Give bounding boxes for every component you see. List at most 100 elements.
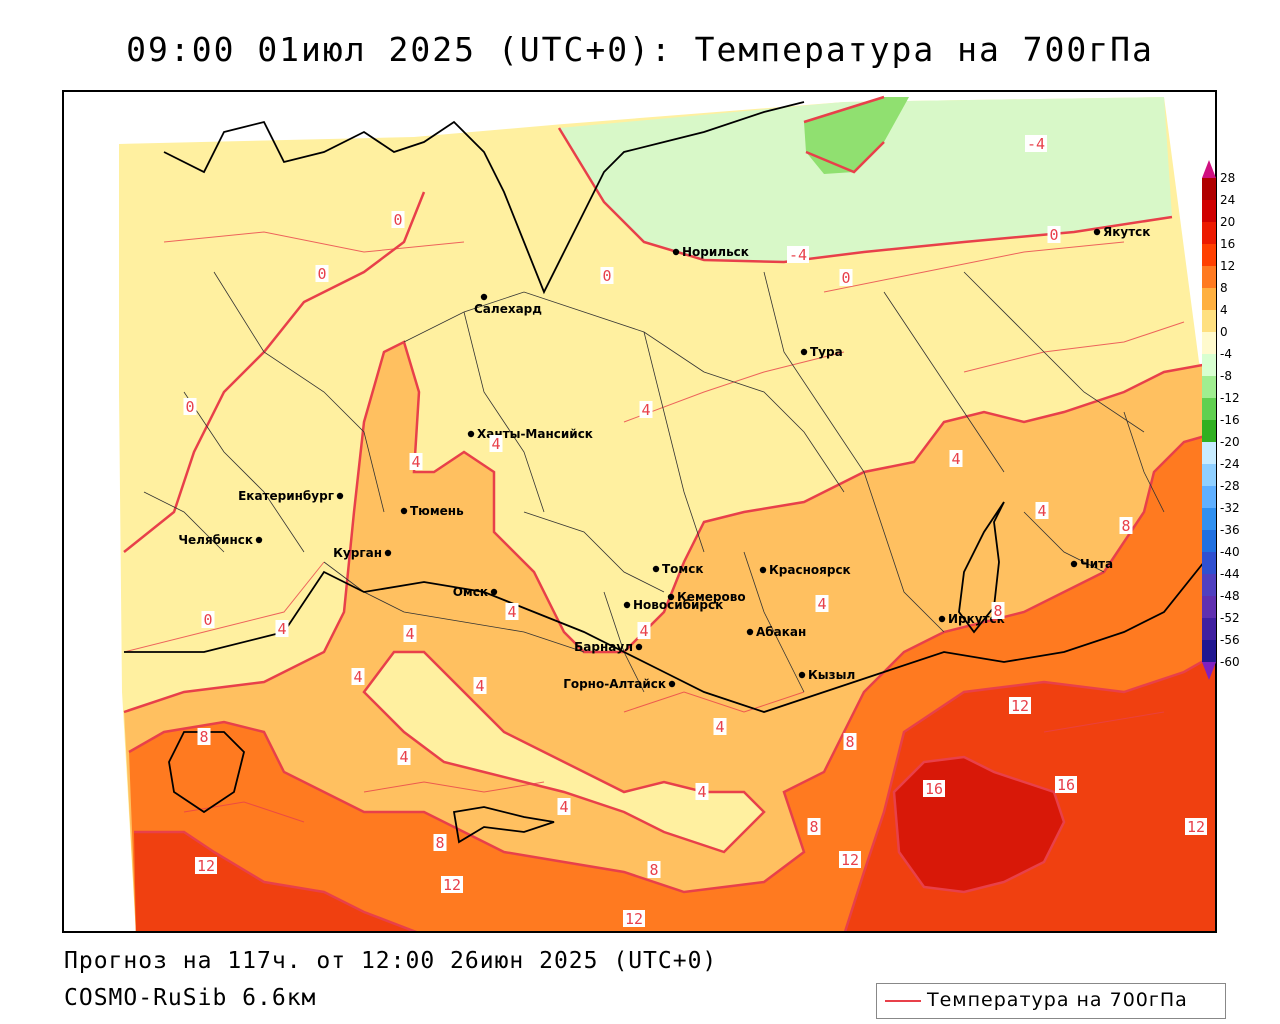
contour-label: 0	[393, 211, 402, 229]
city-dot	[759, 566, 767, 574]
colorbar-tick-label: -40	[1220, 545, 1240, 559]
colorbar-tick-label: -36	[1220, 523, 1240, 537]
contour-label: 4	[507, 603, 516, 621]
colorbar-segment	[1202, 266, 1216, 288]
contour-label-bg	[637, 622, 651, 639]
city-label: Барнаул	[574, 640, 633, 654]
colorbar-segment	[1202, 596, 1216, 618]
forecast-info: Прогноз на 117ч. от 12:00 26июн 2025 (UT…	[64, 948, 718, 974]
colorbar-segment	[1202, 530, 1216, 552]
city-label: Якутск	[1103, 225, 1150, 239]
country-border	[124, 101, 1215, 844]
colorbar-tick-label: -8	[1220, 369, 1232, 383]
contour-label-bg	[183, 398, 197, 415]
contour-label: 8	[649, 861, 658, 879]
contour-label-bg	[923, 780, 945, 797]
contour-label: 12	[443, 876, 461, 894]
contour-label-bg	[351, 668, 365, 685]
city-label: Кызыл	[808, 668, 855, 682]
contour-label: 0	[602, 267, 611, 285]
colorbar-tick-label: 20	[1220, 215, 1235, 229]
colorbar-tick-label: -28	[1220, 479, 1240, 493]
contour-label-bg	[315, 265, 329, 282]
city-label: Екатеринбург	[238, 489, 334, 503]
map-title: 09:00 01июл 2025 (UTC+0): Температура на…	[126, 30, 1154, 69]
contour-label: 8	[199, 728, 208, 746]
city-dot	[1070, 560, 1078, 568]
contour-label: 4	[475, 677, 484, 695]
contour-label-bg	[557, 798, 571, 815]
city-label: Красноярск	[769, 563, 851, 577]
contour-label-bg	[647, 861, 661, 878]
city-dot	[623, 601, 631, 609]
city-label: Томск	[662, 562, 704, 576]
colorbar-tick-label: -56	[1220, 633, 1240, 647]
legend-label: Температура на 700гПа	[927, 989, 1188, 1011]
contour-label: 12	[625, 910, 643, 928]
contour-label: 0	[1049, 226, 1058, 244]
contour-label: 0	[203, 611, 212, 629]
contour-label-bg	[1119, 517, 1133, 534]
colorbar-tick-label: -24	[1220, 457, 1240, 471]
city-dot	[668, 680, 676, 688]
contour-label: 4	[405, 625, 414, 643]
contour-label-bg	[807, 818, 821, 835]
contour-label: 4	[353, 668, 362, 686]
contour-label-bg	[195, 857, 217, 874]
city-dot	[635, 643, 643, 651]
contour-label-bg	[201, 611, 215, 628]
colorbar-segment	[1202, 332, 1216, 354]
temperature-map: Якутск Норильск Салехард Тура Ханты-Мансийск…	[64, 92, 1215, 931]
legend: Температура на 700гПа	[876, 983, 1226, 1019]
colorbar-tick-label: -48	[1220, 589, 1240, 603]
contour-label: 4	[411, 453, 420, 471]
city-dot	[672, 248, 680, 256]
balkhash-or-lake	[168, 731, 245, 814]
colorbar-segment	[1202, 486, 1216, 508]
colorbar-tick-label: 12	[1220, 259, 1235, 273]
contour-label-bg	[1035, 502, 1049, 519]
city-label: Норильск	[682, 245, 749, 259]
contour-label-bg	[505, 603, 519, 620]
city-dot	[938, 615, 946, 623]
colorbar-tick-label: -32	[1220, 501, 1240, 515]
contour-label: 12	[841, 851, 859, 869]
band-minus4-0	[559, 97, 1172, 262]
contour-label: 4	[697, 783, 706, 801]
colorbar-tick-label: -4	[1220, 347, 1232, 361]
colorbar-tick-label: 0	[1220, 325, 1228, 339]
contour-label-bg	[839, 269, 853, 286]
city-label: Тюмень	[410, 504, 464, 518]
colorbar-tick-label: 16	[1220, 237, 1235, 251]
contour-label: 4	[951, 450, 960, 468]
city-label: Ханты-Мансийск	[477, 427, 593, 441]
contour-label: 16	[1057, 776, 1075, 794]
colorbar-tick-label: 8	[1220, 281, 1228, 295]
contour-label-bg	[441, 876, 463, 893]
colorbar-tick-label: 24	[1220, 193, 1235, 207]
contour-label-bg	[409, 453, 423, 470]
colorbar-top-arrow	[1202, 160, 1216, 178]
map-area: Якутск Норильск Салехард Тура Ханты-Мансийск…	[62, 90, 1217, 933]
contour-label-bg	[1055, 776, 1077, 793]
colorbar-segment	[1202, 178, 1216, 200]
colorbar-tick-label: -12	[1220, 391, 1240, 405]
city-label: Тура	[810, 345, 843, 359]
contour-label: 4	[559, 798, 568, 816]
city-dot	[336, 492, 344, 500]
contour-label: 4	[1037, 502, 1046, 520]
contour-label-bg	[1009, 697, 1031, 714]
city-dot	[400, 507, 408, 515]
contour-label-bg	[397, 748, 411, 765]
city-label: Кемерово	[677, 590, 746, 604]
contour-label-bg	[787, 246, 809, 263]
colorbar-segment	[1202, 574, 1216, 596]
city-label: Горно-Алтайск	[563, 677, 666, 691]
contour-label-bg	[197, 728, 211, 745]
colorbar-segment	[1202, 354, 1216, 376]
contour-label: 12	[1011, 697, 1029, 715]
city-dot	[798, 671, 806, 679]
colorbar: 28 24 20 16 12 8 4 0 -4 -8 -12 -16 -20 -24 -28 -32 -36 -4…	[1202, 160, 1240, 680]
city-dot	[1093, 228, 1101, 236]
city-label: Салехард	[474, 302, 542, 316]
